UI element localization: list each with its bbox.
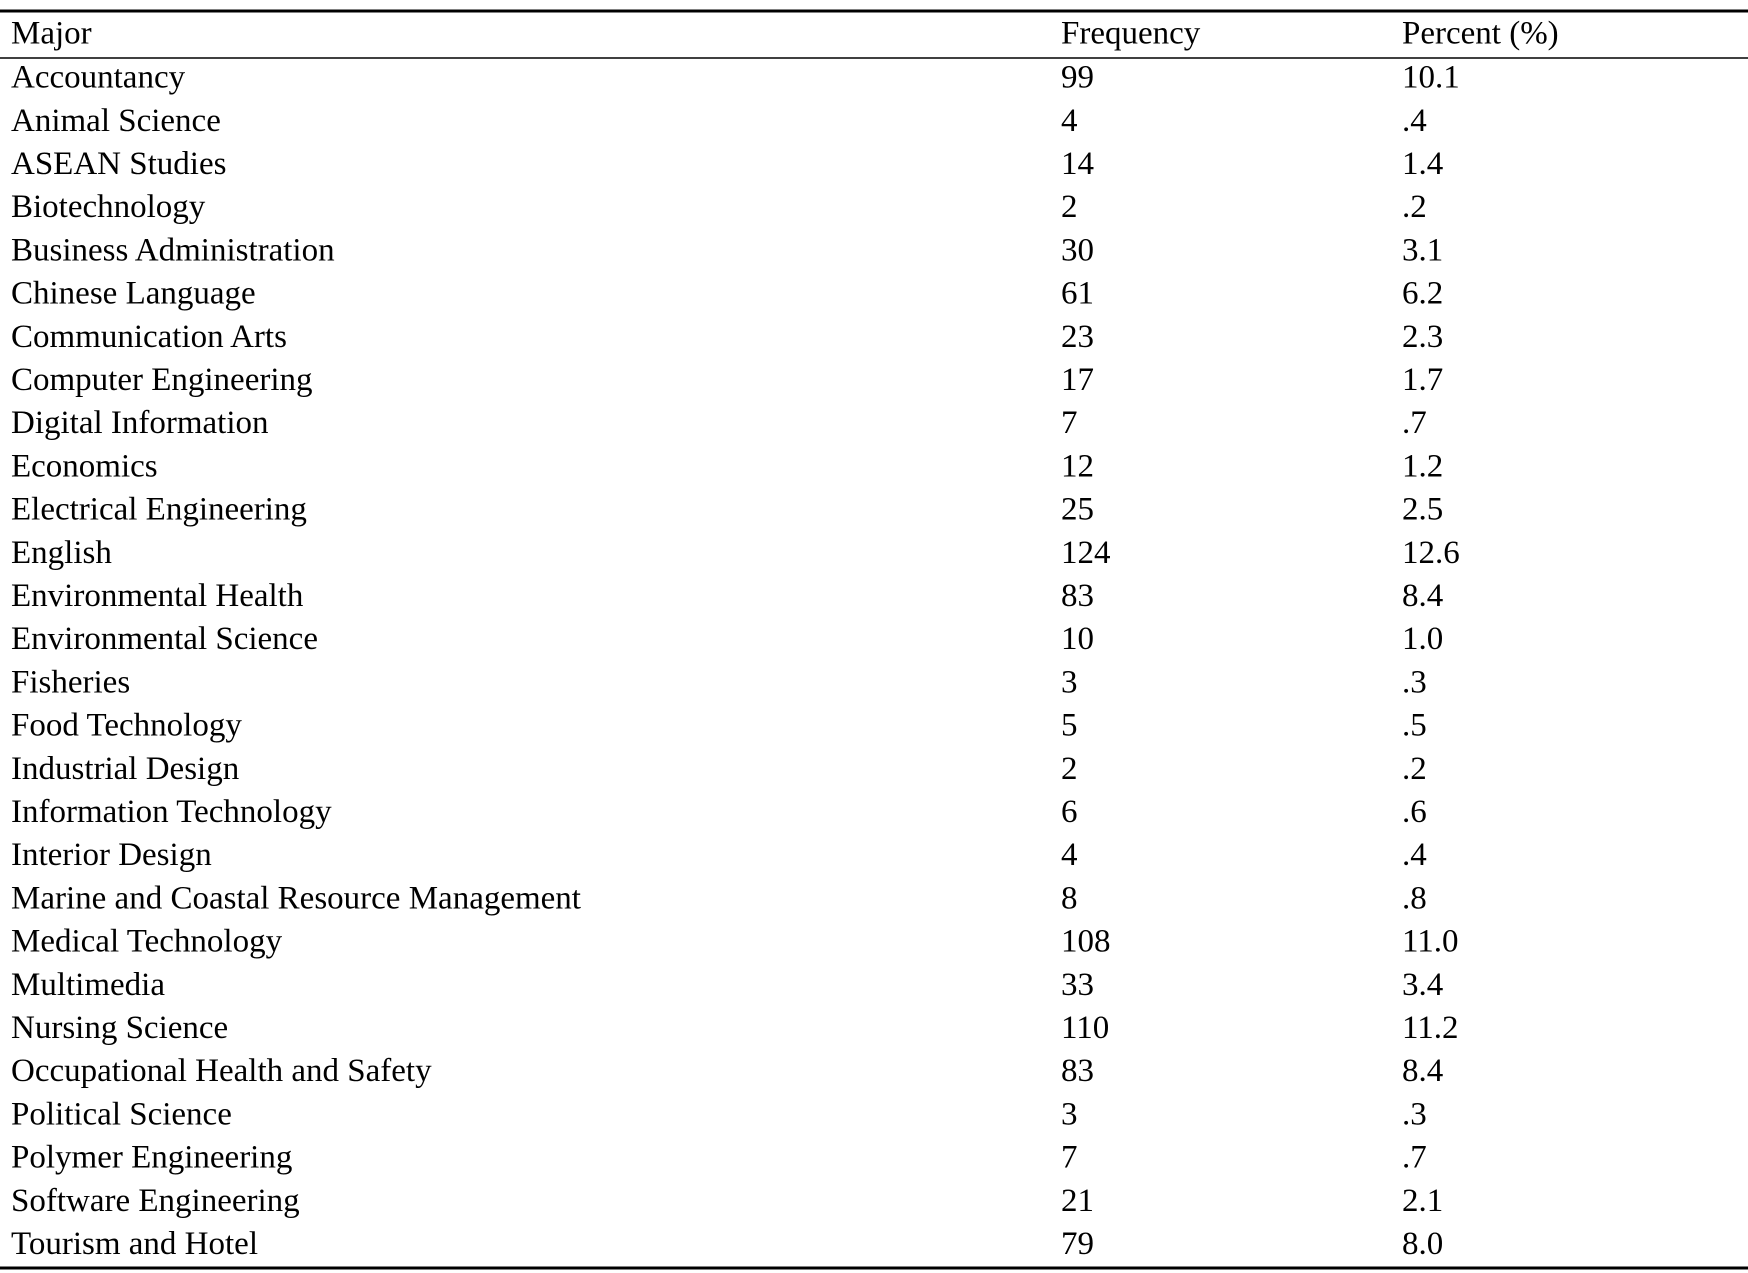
major-cell: Information Technology	[11, 794, 332, 830]
percent-cell: 10.1	[1402, 60, 1460, 96]
percent-cell: .2	[1402, 189, 1427, 225]
percent-cell: 3.1	[1402, 232, 1443, 268]
frequency-cell: 5	[1061, 708, 1078, 744]
major-cell: Fisheries	[11, 664, 130, 700]
percent-cell: .7	[1402, 1140, 1427, 1176]
percent-cell: .2	[1402, 751, 1427, 787]
major-cell: Nursing Science	[11, 1010, 228, 1046]
percent-cell: 11.2	[1402, 1010, 1459, 1046]
frequency-cell: 7	[1061, 1140, 1078, 1176]
frequency-cell: 10	[1061, 621, 1094, 657]
major-cell: Animal Science	[11, 103, 221, 139]
percent-cell: 11.0	[1402, 924, 1459, 960]
major-cell: Medical Technology	[11, 924, 283, 960]
major-cell: Environmental Science	[11, 621, 318, 657]
percent-cell: 8.4	[1402, 1053, 1443, 1089]
percent-cell: .4	[1402, 103, 1427, 139]
frequency-cell: 2	[1061, 751, 1078, 787]
major-cell: ASEAN Studies	[11, 146, 226, 182]
percent-cell: 1.2	[1402, 448, 1443, 484]
frequency-cell: 17	[1061, 362, 1094, 398]
frequency-cell: 3	[1061, 1096, 1078, 1132]
major-cell: Environmental Health	[11, 578, 304, 614]
major-cell: Communication Arts	[11, 319, 287, 355]
major-cell: Biotechnology	[11, 189, 206, 225]
frequency-cell: 3	[1061, 664, 1078, 700]
percent-cell: 8.4	[1402, 578, 1443, 614]
major-cell: Software Engineering	[11, 1183, 300, 1219]
major-cell: Food Technology	[11, 708, 242, 744]
percent-cell: 2.5	[1402, 492, 1443, 528]
percent-cell: 8.0	[1402, 1226, 1443, 1262]
column-header: Major	[11, 16, 92, 52]
frequency-cell: 21	[1061, 1183, 1094, 1219]
major-cell: Economics	[11, 448, 158, 484]
major-cell: Interior Design	[11, 837, 212, 873]
frequency-cell: 2	[1061, 189, 1078, 225]
major-cell: Multimedia	[11, 967, 165, 1003]
frequency-cell: 7	[1061, 405, 1078, 441]
column-header: Frequency	[1061, 16, 1201, 52]
percent-cell: .4	[1402, 837, 1427, 873]
percent-cell: 3.4	[1402, 967, 1443, 1003]
major-cell: Computer Engineering	[11, 362, 313, 398]
major-cell: Tourism and Hotel	[11, 1226, 258, 1262]
frequency-cell: 4	[1061, 103, 1078, 139]
frequency-cell: 25	[1061, 492, 1094, 528]
frequency-cell: 6	[1061, 794, 1078, 830]
percent-cell: .3	[1402, 664, 1427, 700]
column-header: Percent (%)	[1402, 16, 1559, 52]
major-cell: Marine and Coastal Resource Management	[11, 880, 581, 916]
percent-cell: 12.6	[1402, 535, 1460, 571]
major-cell: Digital Information	[11, 405, 269, 441]
major-cell: Political Science	[11, 1096, 232, 1132]
frequency-cell: 33	[1061, 967, 1094, 1003]
frequency-cell: 14	[1061, 146, 1094, 182]
frequency-cell: 83	[1061, 1053, 1094, 1089]
frequency-cell: 99	[1061, 60, 1094, 96]
percent-cell: 2.3	[1402, 319, 1443, 355]
percent-cell: .7	[1402, 405, 1427, 441]
percent-cell: .6	[1402, 794, 1427, 830]
percent-cell: .8	[1402, 880, 1427, 916]
major-cell: Accountancy	[11, 60, 186, 96]
frequency-cell: 83	[1061, 578, 1094, 614]
percent-cell: 1.4	[1402, 146, 1443, 182]
frequency-cell: 12	[1061, 448, 1094, 484]
frequency-cell: 110	[1061, 1010, 1109, 1046]
major-cell: Industrial Design	[11, 751, 239, 787]
major-cell: English	[11, 535, 112, 571]
frequency-cell: 61	[1061, 276, 1094, 312]
frequency-cell: 124	[1061, 535, 1111, 571]
percent-cell: 1.0	[1402, 621, 1443, 657]
percent-cell: 6.2	[1402, 276, 1443, 312]
frequency-cell: 108	[1061, 924, 1111, 960]
percent-cell: 2.1	[1402, 1183, 1443, 1219]
major-cell: Polymer Engineering	[11, 1140, 292, 1176]
major-cell: Occupational Health and Safety	[11, 1053, 432, 1089]
major-cell: Chinese Language	[11, 276, 256, 312]
frequency-cell: 79	[1061, 1226, 1094, 1262]
percent-cell: 1.7	[1402, 362, 1443, 398]
frequency-cell: 8	[1061, 880, 1078, 916]
major-cell: Business Administration	[11, 232, 335, 268]
frequency-cell: 30	[1061, 232, 1094, 268]
major-cell: Electrical Engineering	[11, 492, 307, 528]
percent-cell: .3	[1402, 1096, 1427, 1132]
frequency-cell: 23	[1061, 319, 1094, 355]
percent-cell: .5	[1402, 708, 1427, 744]
frequency-cell: 4	[1061, 837, 1078, 873]
